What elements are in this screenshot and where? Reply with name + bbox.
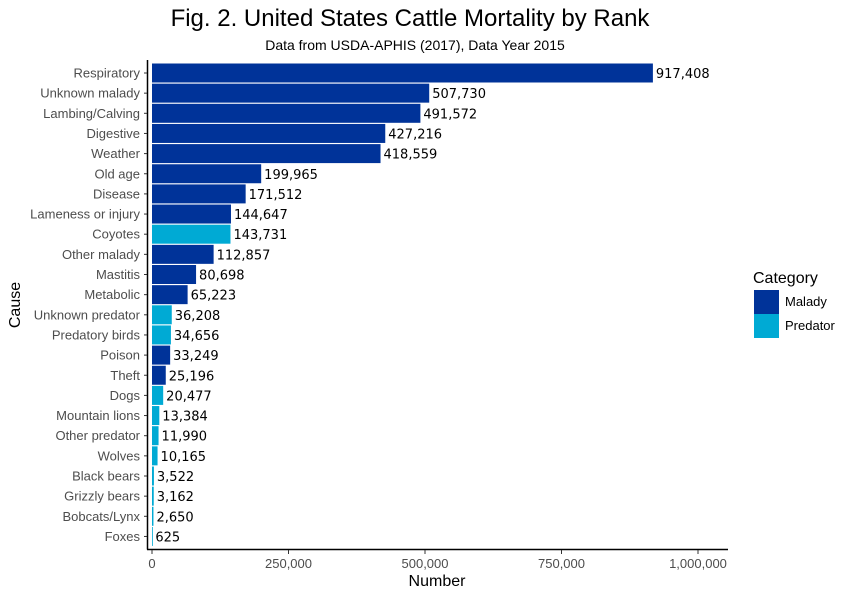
legend-title: Category — [753, 270, 818, 287]
plot-area: 917,408 507,730 491,572 427,216 418,559 199,9… — [152, 63, 710, 546]
y-tick-label-bobcats-lynx: Bobcats/Lynx — [62, 509, 140, 524]
data-label-theft: 25,196 — [169, 369, 215, 384]
data-label-other-malady: 112,857 — [217, 248, 271, 263]
y-tick-label-weather: Weather — [91, 146, 141, 161]
x-tick-label-0: 0 — [148, 556, 155, 571]
y-tick-label-mountain-lions: Mountain lions — [56, 408, 140, 423]
data-label-metabolic: 65,223 — [191, 289, 237, 304]
bar-other-predator — [152, 426, 159, 446]
chart-title: Fig. 2. United States Cattle Mortality b… — [171, 5, 651, 32]
chart-subtitle: Data from USDA-APHIS (2017), Data Year 2… — [265, 37, 565, 53]
x-tick-label-500000: 500,000 — [402, 556, 449, 571]
legend-entries: Malady Predator — [754, 290, 836, 338]
y-tick-label-black-bears: Black bears — [72, 469, 140, 484]
legend-swatch-predator — [754, 314, 779, 338]
data-label-black-bears: 3,522 — [157, 470, 194, 485]
data-label-digestive: 427,216 — [388, 127, 442, 142]
bar-bobcats-lynx — [152, 506, 154, 526]
data-label-mastitis: 80,698 — [199, 269, 245, 284]
data-label-dogs: 20,477 — [166, 389, 212, 404]
bar-poison — [152, 345, 171, 365]
data-label-lambing-calving: 491,572 — [423, 107, 477, 122]
y-tick-label-poison: Poison — [100, 348, 140, 363]
bar-disease — [152, 184, 246, 204]
legend-label-malady: Malady — [785, 294, 827, 309]
bar-grizzly-bears — [152, 486, 154, 506]
bar-respiratory — [152, 63, 653, 83]
y-tick-label-respiratory: Respiratory — [74, 66, 141, 81]
x-axis-ticks: 0 250,000 500,000 750,000 1,000,000 — [148, 550, 727, 571]
y-tick-label-wolves: Wolves — [98, 448, 141, 463]
data-label-other-predator: 11,990 — [162, 430, 208, 445]
y-tick-label-grizzly-bears: Grizzly bears — [64, 489, 140, 504]
data-label-poison: 33,249 — [173, 349, 219, 364]
y-tick-label-unknown-malady: Unknown malady — [40, 86, 140, 101]
data-label-wolves: 10,165 — [161, 450, 207, 465]
data-label-foxes: 625 — [155, 530, 180, 545]
y-tick-label-other-predator: Other predator — [55, 428, 140, 443]
data-label-lameness-or-injury: 144,647 — [234, 208, 288, 223]
bar-wolves — [152, 446, 158, 466]
bar-foxes — [152, 526, 153, 546]
x-tick-label-1000000: 1,000,000 — [669, 556, 727, 571]
bar-mastitis — [152, 265, 197, 284]
data-label-disease: 171,512 — [249, 188, 303, 203]
bar-theft — [152, 365, 166, 385]
bar-unknown-malady — [152, 83, 430, 103]
legend: Category Malady Predator — [753, 270, 836, 338]
y-tick-label-dogs: Dogs — [110, 388, 141, 403]
data-label-coyotes: 143,731 — [233, 228, 287, 243]
bar-unknown-predator — [152, 305, 172, 325]
bar-weather — [152, 144, 381, 164]
bar-black-bears — [152, 466, 154, 486]
y-tick-label-old-age: Old age — [94, 166, 140, 181]
bar-lameness-or-injury — [152, 204, 231, 224]
y-tick-label-disease: Disease — [93, 186, 140, 201]
y-tick-label-mastitis: Mastitis — [96, 267, 141, 282]
y-tick-label-predatory-birds: Predatory birds — [52, 327, 141, 342]
x-tick-label-250000: 250,000 — [265, 556, 312, 571]
bar-predatory-birds — [152, 325, 171, 345]
bar-other-malady — [152, 244, 214, 264]
y-tick-label-metabolic: Metabolic — [84, 287, 140, 302]
y-tick-label-lameness-or-injury: Lameness or injury — [30, 207, 140, 222]
data-label-grizzly-bears: 3,162 — [157, 490, 194, 505]
bar-lambing-calving — [152, 103, 421, 123]
data-label-old-age: 199,965 — [264, 168, 318, 183]
bar-coyotes — [152, 224, 231, 244]
y-tick-label-digestive: Digestive — [87, 126, 140, 141]
y-tick-label-lambing-calving: Lambing/Calving — [43, 106, 140, 121]
data-label-unknown-predator: 36,208 — [175, 309, 221, 324]
data-label-bobcats-lynx: 2,650 — [156, 510, 193, 525]
y-axis-ticks: Respiratory Unknown malady Lambing/Calving… — [30, 66, 147, 544]
bar-metabolic — [152, 285, 188, 305]
bar-old-age — [152, 164, 262, 184]
bar-mountain-lions — [152, 406, 160, 426]
y-tick-label-theft: Theft — [110, 368, 140, 383]
data-label-predatory-birds: 34,656 — [174, 329, 220, 344]
y-tick-label-coyotes: Coyotes — [92, 227, 140, 242]
y-tick-label-foxes: Foxes — [105, 529, 141, 544]
y-axis-title: Cause — [7, 282, 24, 328]
bar-digestive — [152, 123, 386, 143]
data-label-unknown-malady: 507,730 — [432, 87, 486, 102]
data-label-weather: 418,559 — [384, 148, 438, 163]
x-axis-title: Number — [409, 573, 467, 590]
y-tick-label-other-malady: Other malady — [62, 247, 141, 262]
bar-dogs — [152, 385, 164, 405]
data-label-mountain-lions: 13,384 — [162, 410, 208, 425]
legend-swatch-malady — [754, 290, 779, 314]
x-tick-label-750000: 750,000 — [538, 556, 585, 571]
data-label-respiratory: 917,408 — [656, 67, 710, 82]
legend-label-predator: Predator — [785, 318, 836, 333]
y-tick-label-unknown-predator: Unknown predator — [34, 307, 141, 322]
